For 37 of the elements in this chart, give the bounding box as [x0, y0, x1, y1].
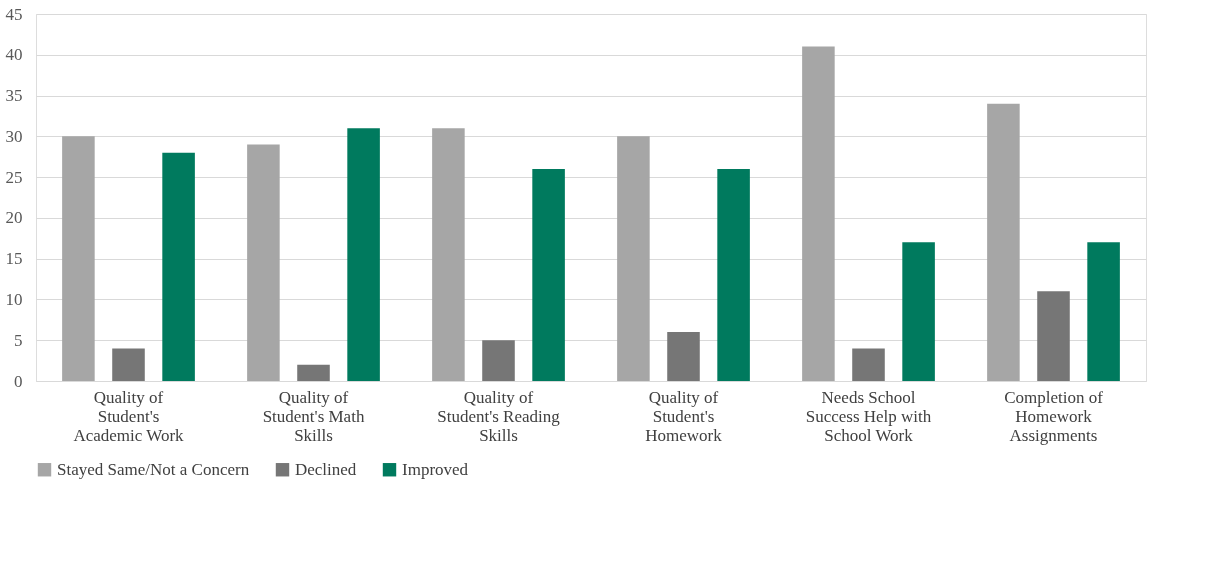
bar	[112, 348, 145, 381]
y-tick-label: 30	[5, 126, 23, 146]
legend-label: Declined	[295, 459, 357, 479]
y-tick-label: 5	[14, 330, 23, 350]
legend-label: Stayed Same/Not a Concern	[57, 459, 250, 479]
bar	[852, 348, 885, 381]
bar	[902, 242, 935, 381]
x-tick-label: Needs School Success Help with School Work	[805, 387, 932, 445]
bar	[247, 144, 280, 381]
y-tick-label: 25	[5, 167, 23, 187]
legend-label: Improved	[402, 459, 469, 479]
y-tick-label: 45	[5, 4, 23, 24]
y-tick-label: 0	[14, 371, 23, 391]
bar	[62, 136, 95, 381]
y-tick-label: 40	[5, 45, 23, 65]
x-tick-label: Quality of Student's Homework	[645, 387, 723, 445]
x-tick-label: Completion of Homework Assignments	[1004, 387, 1104, 445]
bar	[802, 46, 835, 381]
x-tick-label: Quality of Student's Reading Skills	[437, 387, 561, 445]
x-tick-label: Quality of Student's Math Skills	[262, 387, 365, 445]
bar	[482, 340, 515, 381]
bar	[717, 168, 750, 381]
bar	[1037, 291, 1070, 381]
x-tick-label: Quality of Student's Academic Work	[73, 387, 185, 445]
bar	[297, 364, 330, 381]
bar	[667, 332, 700, 381]
bar	[532, 168, 565, 381]
y-tick-label: 35	[5, 86, 23, 106]
y-tick-label: 15	[5, 249, 23, 269]
bar	[162, 152, 195, 381]
bar	[617, 136, 650, 381]
y-tick-label: 10	[5, 289, 23, 309]
bar	[987, 103, 1020, 381]
bar	[347, 128, 380, 381]
y-tick-label: 20	[5, 208, 23, 228]
bar	[432, 128, 465, 381]
bar	[1087, 242, 1120, 381]
